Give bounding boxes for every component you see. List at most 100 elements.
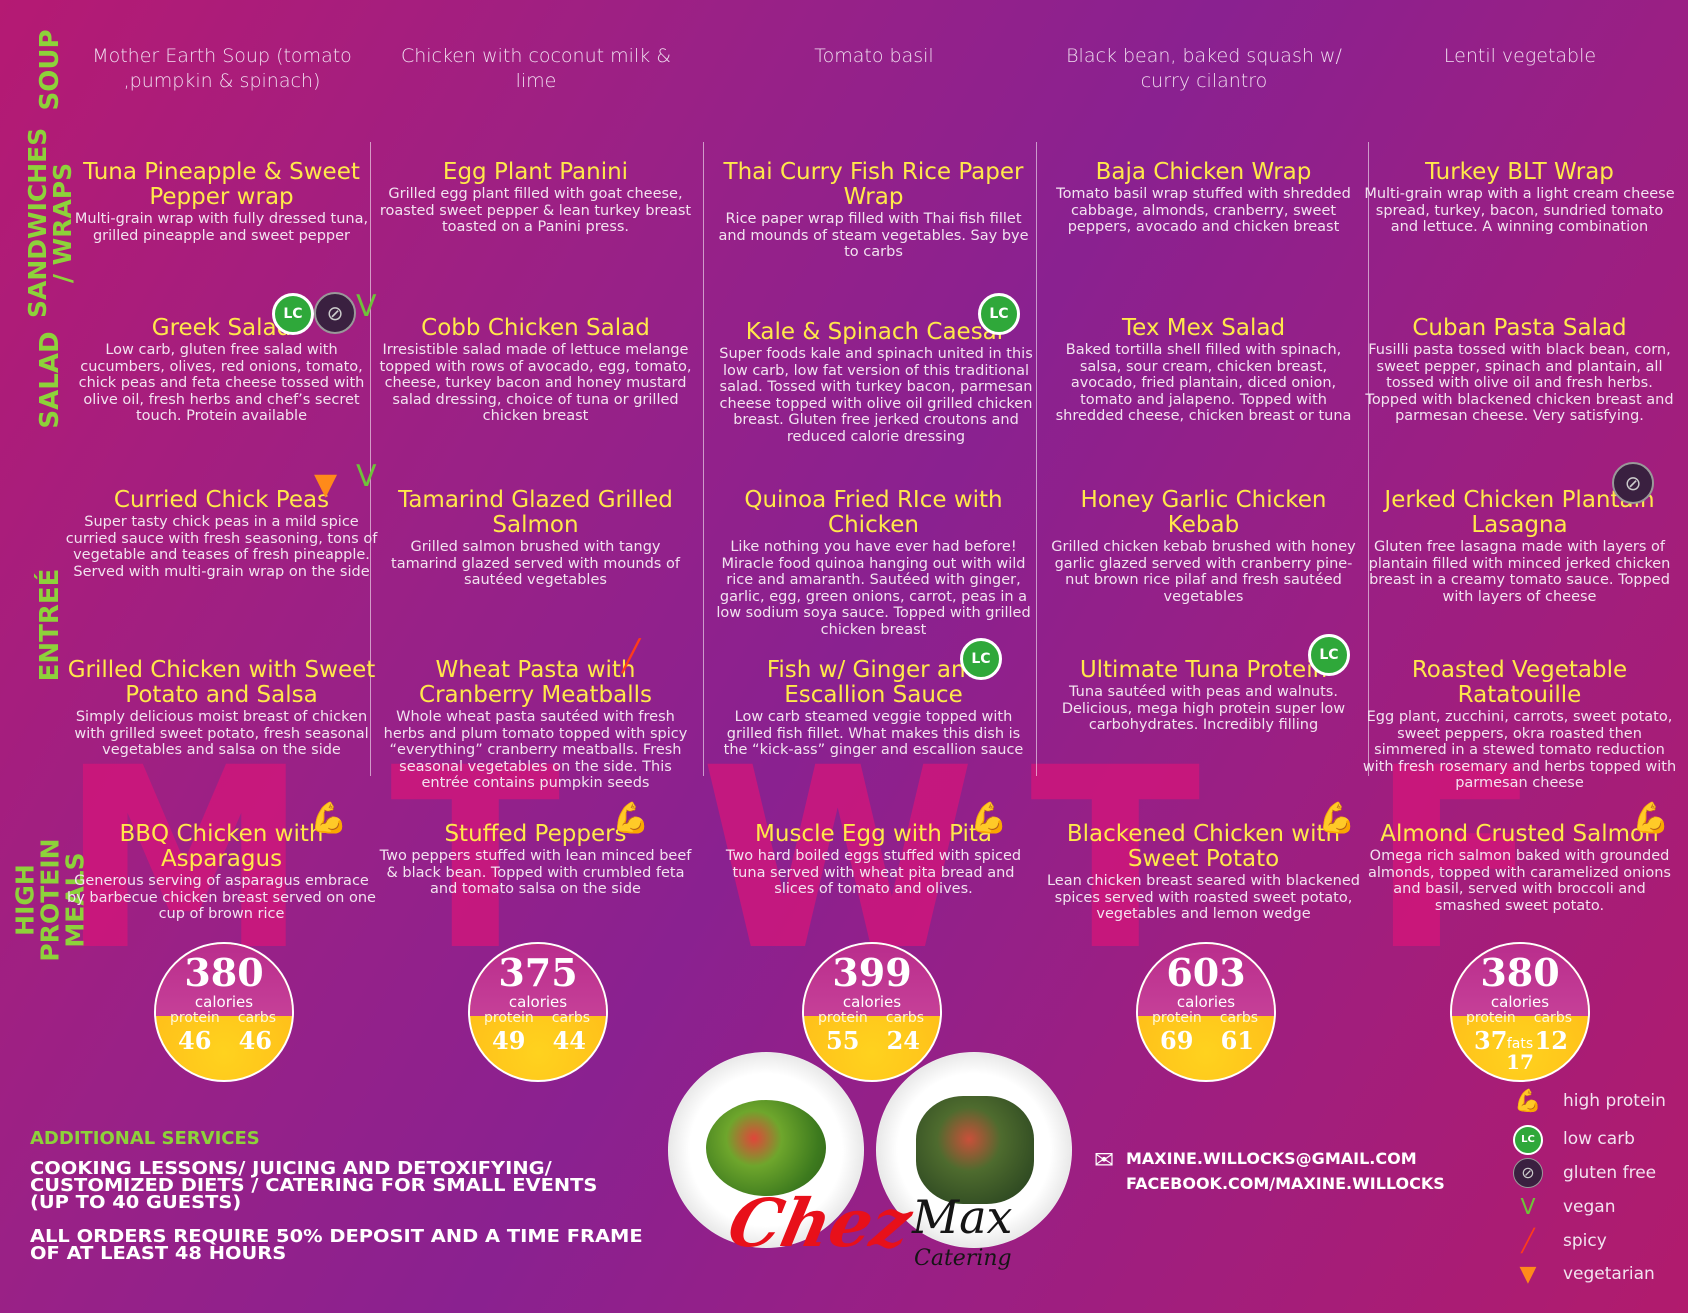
muscle-icon: 💪 (612, 801, 650, 836)
protein-label: protein (818, 1010, 868, 1026)
day-letter-t2: T (1030, 714, 1201, 1005)
legend-gluten-free: ⊘ gluten free (1505, 1158, 1656, 1188)
entree-item: Curried Chick Peas Super tasty chick peas… (64, 488, 379, 580)
carbs-value: 61 (1220, 1026, 1254, 1055)
item-title: Baja Chicken Wrap (1095, 159, 1312, 185)
gluten-free-icon: ⊘ (1505, 1158, 1551, 1188)
column-divider (1368, 142, 1369, 776)
item-desc: Whole wheat pasta sautéed with fresh her… (383, 709, 688, 791)
services-line: COOKING LESSONS/ JUICING AND DETOXIFYING… (30, 1158, 552, 1179)
item-title: Roasted Vegetable Ratatouille (1411, 657, 1628, 708)
column-divider (1036, 142, 1037, 776)
item-title: Muscle Egg with Pita (755, 821, 992, 847)
logo-chez: Chez (721, 1184, 919, 1262)
item-desc: Multi-grain wrap with fully dressed tuna… (74, 211, 369, 244)
sandwich-item: Baja Chicken Wrap Tomato basil wrap stuff… (1046, 160, 1361, 236)
item-title: Wheat Pasta with Cranberry Meatballs (419, 657, 652, 708)
item-desc: Low carb steamed veggie topped with gril… (723, 709, 1024, 758)
entree-item: Quinoa Fried RIce with Chicken Like nothi… (716, 488, 1031, 638)
services-heading: ADDITIONAL SERVICES (30, 1128, 260, 1149)
legend-high-protein: 💪 high protein (1505, 1086, 1666, 1116)
chili-pepper-icon: ╱ (1521, 1228, 1535, 1254)
entree-item: Fish w/ Ginger and Escallion Sauce Low ca… (716, 658, 1031, 759)
vegan-leaf-icon: ⴸ (1520, 1194, 1536, 1220)
low-carb-icon: LC (1308, 634, 1350, 676)
item-desc: Omega rich salmon baked with grounded al… (1367, 848, 1671, 914)
calorie-number: 375 (498, 950, 578, 995)
legend-label: spicy (1563, 1231, 1607, 1251)
item-desc: Grilled salmon brushed with tangy tamari… (391, 539, 680, 588)
item-desc: Multi-grain wrap with a light cream chee… (1364, 186, 1675, 235)
calorie-number: 380 (184, 950, 264, 995)
item-title: Tuna Pineapple & Sweet Pepper wrap (83, 159, 360, 210)
salad-item: Tex Mex Salad Baked tortilla shell filled… (1046, 316, 1361, 425)
legend-label: low carb (1563, 1129, 1635, 1149)
muscle-icon: 💪 (1514, 1088, 1542, 1114)
gluten-free-icon: ⊘ (1612, 462, 1654, 504)
muscle-icon: 💪 (310, 801, 348, 836)
contact-email[interactable]: MAXINE.WILLOCKS@GMAIL.COM (1126, 1149, 1417, 1168)
calorie-badge: 375 calories protein carbs 49 44 (468, 942, 608, 1082)
calorie-number: 603 (1166, 950, 1246, 995)
carbs-label: carbs (237, 1010, 276, 1026)
entree-item: Jerked Chicken Plantain Lasagna Gluten fr… (1362, 488, 1677, 605)
vegan-leaf-icon: ⴸ (356, 289, 377, 324)
item-title: Quinoa Fried RIce with Chicken (744, 487, 1003, 538)
item-desc: Egg plant, zucchini, carrots, sweet pota… (1362, 709, 1677, 791)
item-title: Almond Crusted Salmon (1380, 821, 1659, 847)
logo-catering: Catering (914, 1246, 1012, 1271)
protein-value: 49 (492, 1026, 526, 1055)
protein-label: protein (1152, 1010, 1202, 1026)
calorie-number: 380 (1480, 950, 1560, 995)
chez-max-logo: Chez Max Catering (722, 1180, 1030, 1271)
item-title: Thai Curry Fish Rice Paper Wrap (723, 159, 1024, 210)
carrot-icon: ▼ (1519, 1261, 1537, 1287)
sandwich-item: Tuna Pineapple & Sweet Pepper wrap Multi-… (64, 160, 379, 244)
protein-meal-item: BBQ Chicken with Asparagus Generous servi… (64, 822, 379, 923)
item-title: Fish w/ Ginger and Escallion Sauce (766, 657, 981, 708)
day-letter-w: W (700, 714, 976, 1005)
item-title: Jerked Chicken Plantain Lasagna (1384, 487, 1655, 538)
salad-item: Cobb Chicken Salad Irresistible salad mad… (378, 316, 693, 425)
salad-item: Cuban Pasta Salad Fusilli pasta tossed wi… (1362, 316, 1677, 425)
carbs-label: carbs (551, 1010, 590, 1026)
item-title: Egg Plant Panini (442, 159, 629, 185)
legend-vegetarian: ▼ vegetarian (1505, 1259, 1655, 1289)
day-letter-m: M (60, 714, 309, 1005)
item-title: Stuffed Peppers (444, 821, 627, 847)
item-desc: Simply delicious moist breast of chicken… (74, 709, 369, 758)
salad-item: Kale & Spinach Caesar Super foods kale an… (716, 320, 1036, 445)
protein-meal-item: Blackened Chicken with Sweet Potato Lean … (1046, 822, 1361, 923)
legend-low-carb: LC low carb (1505, 1124, 1635, 1155)
item-desc: Like nothing you have ever had before! M… (716, 539, 1031, 638)
item-title: Curried Chick Peas (113, 487, 330, 513)
entree-item: Tamarind Glazed Grilled Salmon Grilled sa… (378, 488, 693, 589)
carbs-value: 46 (238, 1026, 272, 1055)
soup-wednesday: Tomato basil (814, 45, 934, 67)
calorie-label: calories (1176, 993, 1236, 1011)
calorie-label: calories (508, 993, 568, 1011)
item-title: Blackened Chicken with Sweet Potato (1066, 821, 1341, 872)
deposit-line: ALL ORDERS REQUIRE 50% DEPOSIT AND A TIM… (30, 1226, 643, 1247)
vegan-leaf-icon: ⴸ (356, 459, 377, 494)
protein-meal-item: Muscle Egg with Pita Two hard boiled eggs… (716, 822, 1031, 898)
protein-meal-item: Stuffed Peppers Two peppers stuffed with … (378, 822, 693, 898)
item-title: Turkey BLT Wrap (1425, 159, 1614, 185)
protein-label: protein (484, 1010, 534, 1026)
calorie-badge: 380 calories protein carbs 37 12 fats 17 (1450, 942, 1590, 1082)
item-desc: Two hard boiled eggs stuffed with spiced… (725, 848, 1022, 897)
item-title: Greek Salad (151, 315, 292, 341)
column-divider (703, 142, 704, 776)
legend-vegan: ⴸ vegan (1505, 1192, 1616, 1222)
calorie-badge: 380 calories protein carbs 46 46 (154, 942, 294, 1082)
salad-item: Greek Salad Low carb, gluten free salad w… (64, 316, 379, 425)
soup-friday: Lentil vegetable (1443, 45, 1597, 67)
contact-facebook[interactable]: FACEBOOK.COM/MAXINE.WILLOCKS (1126, 1174, 1445, 1193)
services-line: (UP TO 40 GUESTS) (30, 1192, 242, 1213)
protein-value: 55 (826, 1026, 860, 1055)
legend-label: vegan (1563, 1197, 1616, 1217)
item-desc: Super foods kale and spinach united in t… (719, 346, 1033, 445)
protein-value: 37 (1474, 1026, 1508, 1055)
carbs-label: carbs (1219, 1010, 1258, 1026)
calorie-label: calories (1490, 993, 1550, 1011)
